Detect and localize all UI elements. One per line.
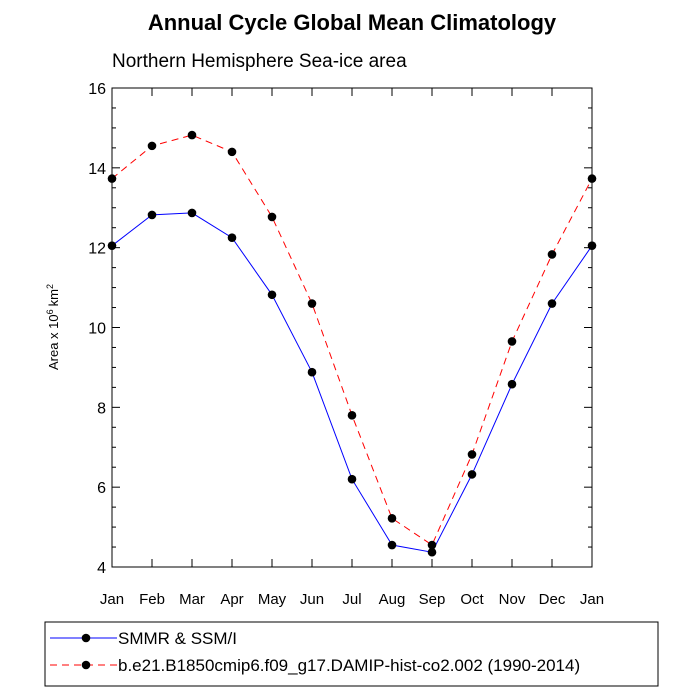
data-point: [227, 233, 237, 242]
data-point: [267, 290, 277, 300]
y-axis-label-unit-exponent: 2: [45, 284, 55, 289]
series-1: [107, 208, 597, 557]
legend-entry-1: SMMR & SSM/I: [50, 629, 237, 648]
legend-box: [44, 621, 659, 687]
data-point: [347, 411, 357, 420]
x-tick-label: Oct: [460, 591, 484, 608]
legend-marker: [81, 660, 91, 670]
data-point: [467, 470, 477, 479]
plot-frame: [111, 87, 593, 568]
data-point: [227, 147, 237, 157]
y-axis-label-exponent: 6: [45, 309, 55, 314]
data-point: [387, 514, 397, 523]
x-tick-label: Jul: [342, 591, 361, 608]
data-point: [427, 540, 437, 550]
legend-label: b.e21.B1850cmip6.f09_g17.DAMIP-hist-co2.…: [118, 656, 580, 675]
series-line: [111, 134, 593, 546]
data-point: [147, 210, 157, 220]
y-tick-label: 12: [88, 241, 106, 258]
series-2: [107, 130, 597, 550]
data-point: [107, 241, 117, 250]
data-point: [587, 174, 597, 183]
chart-subtitle: Northern Hemisphere Sea-ice area: [112, 51, 407, 72]
legend-entry-2: b.e21.B1850cmip6.f09_g17.DAMIP-hist-co2.…: [50, 656, 580, 675]
data-point: [507, 337, 517, 346]
data-point: [347, 474, 357, 484]
y-tick-label: 8: [97, 400, 106, 417]
x-tick-label: Dec: [539, 591, 566, 608]
data-point: [107, 174, 117, 183]
x-tick-label: Mar: [179, 591, 205, 608]
data-point: [547, 250, 557, 259]
y-tick-label: 10: [88, 321, 106, 338]
data-point: [307, 299, 317, 308]
series-line: [111, 212, 593, 553]
series-layer: [107, 130, 597, 557]
legend: SMMR & SSM/I b.e21.B1850cmip6.f09_g17.DAM…: [44, 621, 659, 687]
data-point: [387, 540, 397, 550]
x-tick-label: Aug: [379, 591, 406, 608]
x-tick-label: Sep: [419, 591, 446, 608]
y-tick-label: 6: [97, 480, 106, 497]
chart-title: Annual Cycle Global Mean Climatology: [148, 10, 557, 35]
legend-label: SMMR & SSM/I: [118, 629, 237, 648]
x-tick-label: Nov: [499, 591, 526, 608]
x-tick-label: Jan: [580, 591, 604, 608]
y-axis-label: Area x 106 km2: [45, 284, 61, 370]
y-tick-label: 16: [88, 81, 106, 98]
x-tick-label: May: [258, 591, 287, 608]
data-point: [187, 130, 197, 140]
data-point: [427, 547, 437, 557]
data-point: [307, 367, 317, 377]
axes: 4 6 8 10 12 14 16 Jan Feb Mar Apr May Jun Jul Aug Sep Oc…: [88, 81, 604, 608]
data-point: [467, 450, 477, 459]
legend-marker: [81, 633, 91, 643]
y-axis-label-main: Area x 10: [46, 314, 61, 370]
x-tick-label: Jun: [300, 591, 324, 608]
data-point: [187, 208, 197, 218]
y-axis-label-unit: km: [46, 289, 61, 306]
x-tick-label: Jan: [100, 591, 124, 608]
y-tick-label: 4: [97, 560, 106, 577]
x-tick-label: Apr: [220, 591, 243, 608]
x-tick-label: Feb: [139, 591, 165, 608]
data-point: [267, 212, 277, 222]
data-point: [507, 379, 517, 389]
y-tick-label: 14: [88, 161, 106, 178]
data-point: [547, 299, 557, 308]
data-point: [587, 241, 597, 250]
data-point: [147, 141, 157, 151]
